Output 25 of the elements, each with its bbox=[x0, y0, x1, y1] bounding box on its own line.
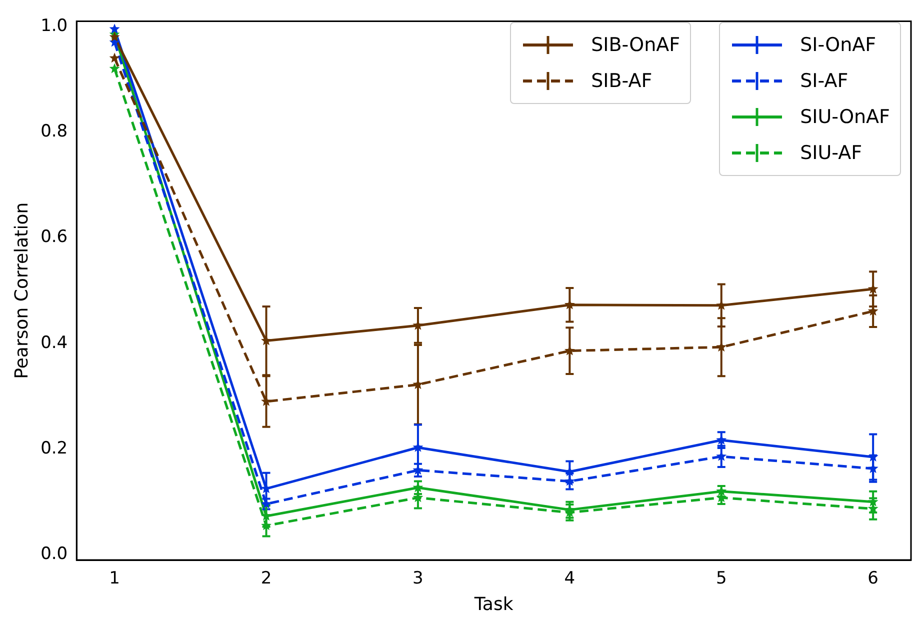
x-tick-label: 4 bbox=[564, 568, 576, 589]
y-tick-label: 0.2 bbox=[40, 438, 68, 458]
y-tick-label: 0.8 bbox=[40, 122, 68, 142]
legend-label: SIU-OnAF bbox=[800, 106, 890, 128]
y-tick-label: 0.4 bbox=[40, 332, 68, 353]
y-tick-label: 0.6 bbox=[40, 227, 68, 248]
x-tick-label: 5 bbox=[716, 568, 727, 589]
point bbox=[109, 32, 120, 42]
point bbox=[109, 52, 120, 63]
y-tick-label: 1.0 bbox=[40, 16, 68, 36]
legend-label: SI-AF bbox=[800, 70, 848, 92]
y-tick-label: 0.0 bbox=[40, 544, 68, 564]
x-axis-title: Task bbox=[473, 594, 514, 615]
y-axis-title: Pearson Correlation bbox=[11, 202, 32, 379]
legend-label: SIB-OnAF bbox=[591, 34, 680, 56]
legend-label: SIB-AF bbox=[591, 70, 652, 92]
x-tick-label: 3 bbox=[412, 568, 424, 589]
point bbox=[109, 24, 120, 34]
point bbox=[109, 63, 120, 74]
legend-label: SIU-AF bbox=[800, 142, 862, 164]
x-tick-label: 2 bbox=[260, 568, 272, 589]
x-tick-label: 6 bbox=[868, 568, 878, 589]
point bbox=[868, 284, 878, 294]
x-tick-label: 1 bbox=[109, 568, 120, 589]
legend-label: SI-OnAF bbox=[800, 34, 876, 56]
